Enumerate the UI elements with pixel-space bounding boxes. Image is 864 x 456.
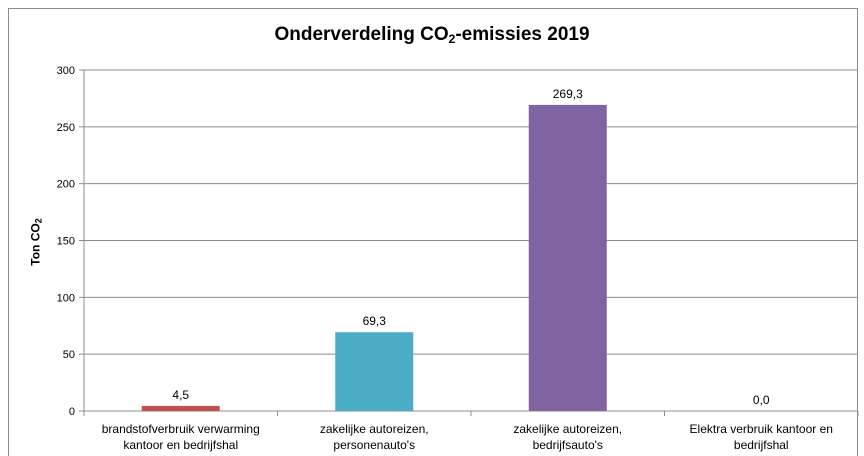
x-category-label: Elektra verbruik kantoor en [690, 422, 833, 436]
y-tick-label: 100 [57, 292, 75, 304]
x-category-label: personenauto's [333, 438, 415, 452]
x-category-label: bedrijfsauto's [533, 438, 603, 452]
x-category-label: kantoor en bedrijfshal [123, 438, 238, 452]
y-tick-label: 0 [69, 406, 75, 418]
y-tick-label: 50 [63, 349, 75, 361]
chart-frame [8, 8, 858, 456]
data-label: 269,3 [553, 87, 583, 101]
x-category-label: brandstofverbruik verwarming [102, 422, 260, 436]
x-category-label: zakelijke autoreizen, [513, 422, 622, 436]
y-tick-label: 250 [57, 122, 75, 134]
y-tick-label: 300 [57, 65, 75, 77]
x-category-label: bedrijfshal [734, 438, 789, 452]
y-tick-label: 150 [57, 236, 75, 248]
bar [335, 332, 414, 411]
chart-title: Onderverdeling CO2-emissies 2019 [274, 24, 590, 46]
bar [141, 405, 220, 411]
x-category-label: zakelijke autoreizen, [320, 422, 429, 436]
y-tick-label: 200 [57, 179, 75, 191]
data-label: 69,3 [363, 314, 387, 328]
data-label: 4,5 [172, 388, 189, 402]
bar [528, 104, 607, 412]
data-label: 0,0 [753, 393, 770, 407]
